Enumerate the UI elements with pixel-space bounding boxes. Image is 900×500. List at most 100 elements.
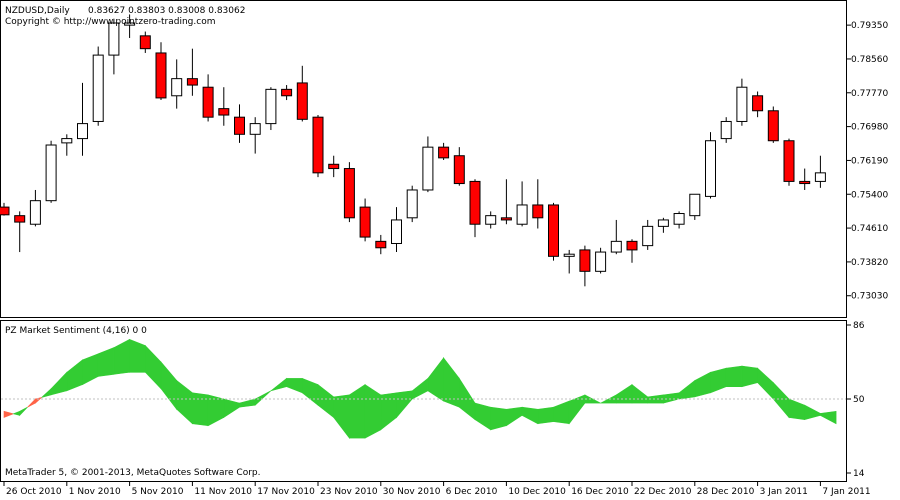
bear-candle — [139, 35, 151, 50]
bear-candle — [281, 88, 293, 97]
bull-candle — [45, 144, 57, 202]
bear-candle — [469, 180, 481, 225]
bull-candle — [124, 22, 136, 26]
bear-candle — [0, 206, 10, 216]
indicator-axis: 86 50 14 — [846, 321, 865, 479]
bull-candle — [265, 88, 277, 125]
bullish-sentiment-area — [820, 410, 837, 425]
bear-candle — [375, 240, 387, 249]
time-tick-label: 11 Nov 2010 — [194, 487, 252, 497]
time-tick-label: 28 Dec 2010 — [697, 487, 755, 497]
time-tick-label: 7 Jan 2011 — [822, 487, 870, 497]
bear-candle — [359, 206, 371, 238]
bear-candle — [500, 217, 512, 221]
time-tick-label: 26 Oct 2010 — [6, 487, 62, 497]
time-axis: 26 Oct 2010 1 Nov 2010 5 Nov 2010 11 Nov 20… — [3, 482, 871, 497]
bull-candle — [77, 123, 88, 140]
price-tick-label: 0.76190 — [851, 156, 888, 166]
bull-candle — [29, 200, 41, 225]
bull-candle — [689, 193, 701, 217]
bull-candle — [422, 146, 434, 191]
price-tick-label: 0.73030 — [851, 292, 888, 302]
bull-candle — [92, 54, 104, 122]
indicator-tick-label: 14 — [853, 469, 865, 479]
bull-candle — [814, 172, 826, 182]
bullish-sentiment-area — [19, 406, 28, 417]
bull-candle — [595, 251, 607, 272]
bull-candle — [391, 219, 402, 244]
bear-candle — [312, 116, 324, 174]
bear-candle — [752, 95, 764, 112]
bear-candle — [626, 240, 638, 251]
bear-candle — [453, 155, 465, 185]
sentiment-areas — [3, 338, 837, 439]
price-tick-label: 0.77770 — [851, 89, 888, 99]
price-tick-label: 0.78560 — [851, 55, 888, 65]
bullish-sentiment-area — [584, 394, 601, 404]
bear-candle — [296, 82, 308, 120]
bullish-sentiment-area — [254, 390, 272, 406]
time-tick-label: 16 Dec 2010 — [571, 487, 629, 497]
copyright-label: Copyright © http://www.pointzero-trading… — [5, 17, 215, 27]
time-tick-label: 17 Nov 2010 — [257, 487, 315, 497]
bullish-sentiment-area — [192, 392, 209, 427]
bear-candle — [548, 204, 559, 257]
bull-candle — [108, 22, 120, 56]
bull-candle — [673, 213, 685, 225]
bullish-sentiment-area — [725, 365, 743, 388]
bear-candle — [438, 146, 450, 159]
bull-candle — [61, 138, 73, 144]
indicator-title: PZ Market Sentiment (4,16) 0 0 — [5, 326, 147, 336]
bear-candle — [783, 140, 795, 182]
ohlc-readout: 0.83627 0.83803 0.83008 0.83062 — [88, 6, 245, 16]
bear-candle — [799, 180, 811, 185]
time-tick-label: 22 Dec 2010 — [634, 487, 692, 497]
bear-candle — [218, 108, 230, 116]
bear-candle — [234, 116, 245, 135]
bear-candle — [767, 110, 779, 142]
indicator-tick-label: 50 — [853, 395, 865, 405]
price-tick-label: 0.76980 — [851, 123, 888, 133]
bearish-sentiment-area — [35, 397, 42, 404]
bear-candle — [328, 163, 340, 170]
time-tick-label: 1 Nov 2010 — [69, 487, 121, 497]
bull-candle — [171, 78, 183, 97]
bull-candle — [720, 120, 732, 140]
bull-candle — [610, 240, 622, 253]
bull-candle — [736, 86, 748, 122]
price-tick-label: 0.79350 — [851, 21, 888, 31]
bull-candle — [563, 253, 575, 257]
price-tick-label: 0.74610 — [851, 224, 888, 234]
bull-candle — [516, 204, 528, 225]
bear-candle — [532, 204, 544, 219]
bear-candle — [186, 78, 198, 86]
bull-candle — [249, 123, 261, 135]
bear-candle — [343, 168, 355, 219]
time-tick-label: 10 Dec 2010 — [508, 487, 566, 497]
price-tick-label: 0.73820 — [851, 258, 888, 268]
bear-candle — [579, 249, 591, 272]
time-tick-label: 30 Nov 2010 — [383, 487, 441, 497]
bear-candle — [155, 52, 167, 99]
bull-candle — [406, 189, 418, 219]
bear-candle — [202, 86, 214, 118]
price-axis: 0.79350 0.78560 0.77770 0.76980 0.76190 0.754… — [846, 21, 888, 302]
symbol-label: NZDUSD,Daily — [5, 6, 70, 16]
bull-candle — [642, 225, 654, 247]
time-tick-label: 3 Jan 2011 — [760, 487, 808, 497]
bullish-sentiment-area — [537, 406, 554, 425]
bull-candle — [705, 140, 716, 197]
price-candles — [0, 14, 826, 287]
bear-candle — [14, 215, 26, 223]
indicator-tick-label: 86 — [853, 321, 865, 331]
time-tick-label: 5 Nov 2010 — [132, 487, 184, 497]
bullish-sentiment-area — [490, 406, 507, 431]
bull-candle — [657, 219, 669, 227]
time-tick-label: 6 Dec 2010 — [446, 487, 498, 497]
time-tick-label: 23 Nov 2010 — [320, 487, 378, 497]
price-tick-label: 0.75400 — [851, 190, 888, 200]
bull-candle — [485, 215, 497, 225]
indicator-footer: MetaTrader 5, © 2001-2013, MetaQuotes So… — [5, 468, 261, 478]
bearish-sentiment-area — [3, 410, 15, 418]
